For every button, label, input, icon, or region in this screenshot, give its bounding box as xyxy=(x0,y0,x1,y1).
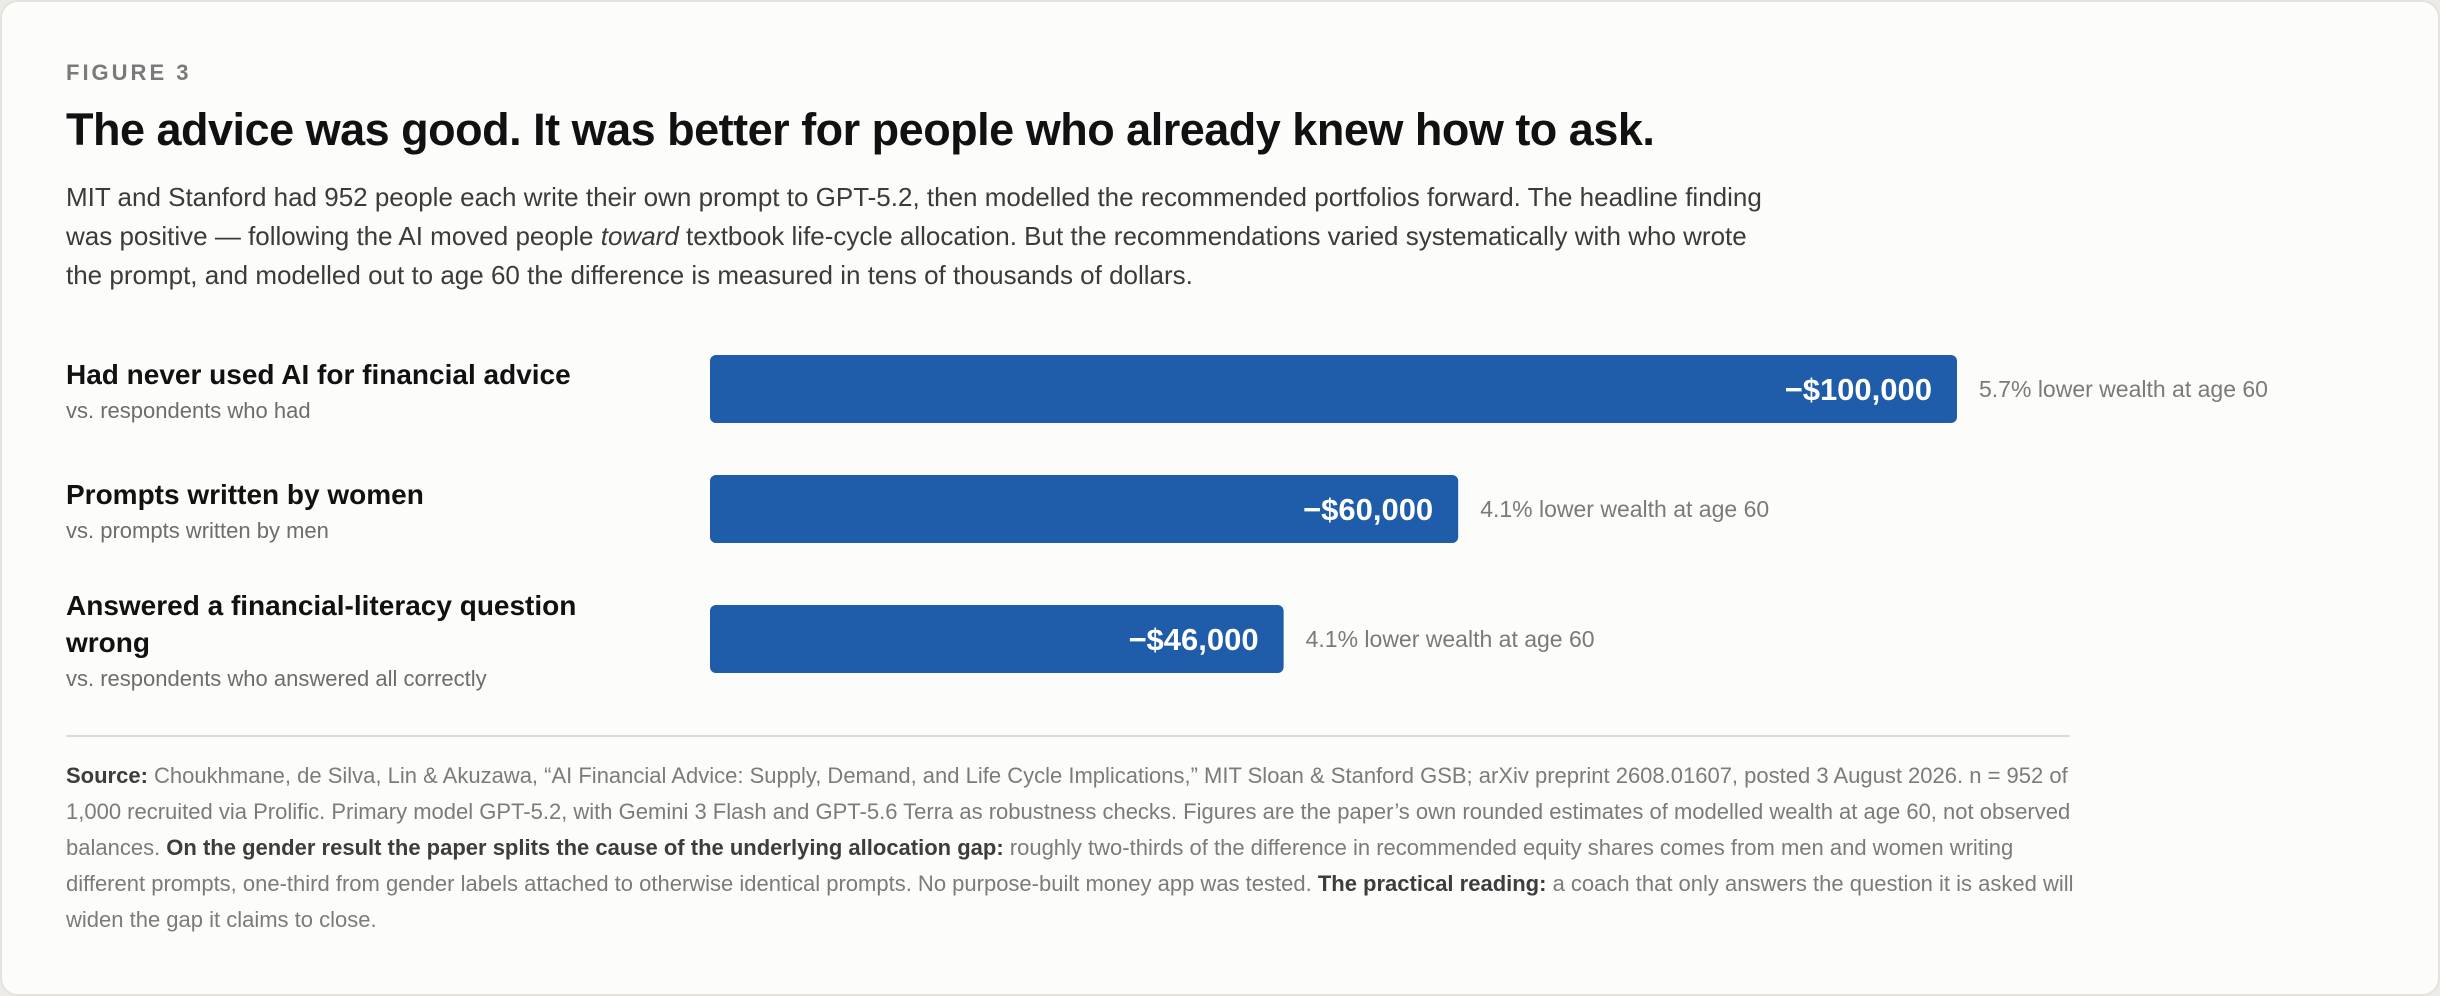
source-text-2: roughly two-thirds of the difference in … xyxy=(66,835,2014,896)
subtitle-part-1: MIT and Stanford had 952 people each wri… xyxy=(66,182,1762,251)
source-note: Source: Choukhmane, de Silva, Lin & Akuz… xyxy=(66,758,2076,938)
category-label-women: Prompts written by women vs. prompts wri… xyxy=(66,476,626,545)
category-name: Had never used AI for financial advice xyxy=(66,359,571,390)
category-name: Prompts written by women xyxy=(66,479,424,510)
source-bold-2: On the gender result the paper splits th… xyxy=(166,835,1004,860)
category-comparison: vs. respondents who had xyxy=(66,398,311,423)
category-label-never-used-ai: Had never used AI for financial advice v… xyxy=(66,356,626,425)
chart-title: The advice was good. It was better for p… xyxy=(66,104,1655,155)
category-comparison: vs. prompts written by men xyxy=(66,518,329,543)
category-label-literacy-wrong: Answered a financial-literacy question w… xyxy=(66,587,626,693)
divider xyxy=(66,735,2070,737)
source-text-1: Choukhmane, de Silva, Lin & Akuzawa, “AI… xyxy=(66,763,2071,860)
source-text-3: a coach that only answers the question i… xyxy=(66,871,2074,932)
subtitle-part-2: textbook life-cycle allocation. But the … xyxy=(66,221,1747,290)
chart-subtitle: MIT and Stanford had 952 people each wri… xyxy=(66,178,1776,295)
category-comparison: vs. respondents who answered all correct… xyxy=(66,666,487,691)
subtitle-emphasis: toward xyxy=(600,221,679,251)
figure-label: FIGURE 3 xyxy=(66,60,192,85)
category-name: Answered a financial-literacy question w… xyxy=(66,590,577,658)
source-label: Source: xyxy=(66,763,148,788)
source-bold-3: The practical reading: xyxy=(1317,871,1547,896)
